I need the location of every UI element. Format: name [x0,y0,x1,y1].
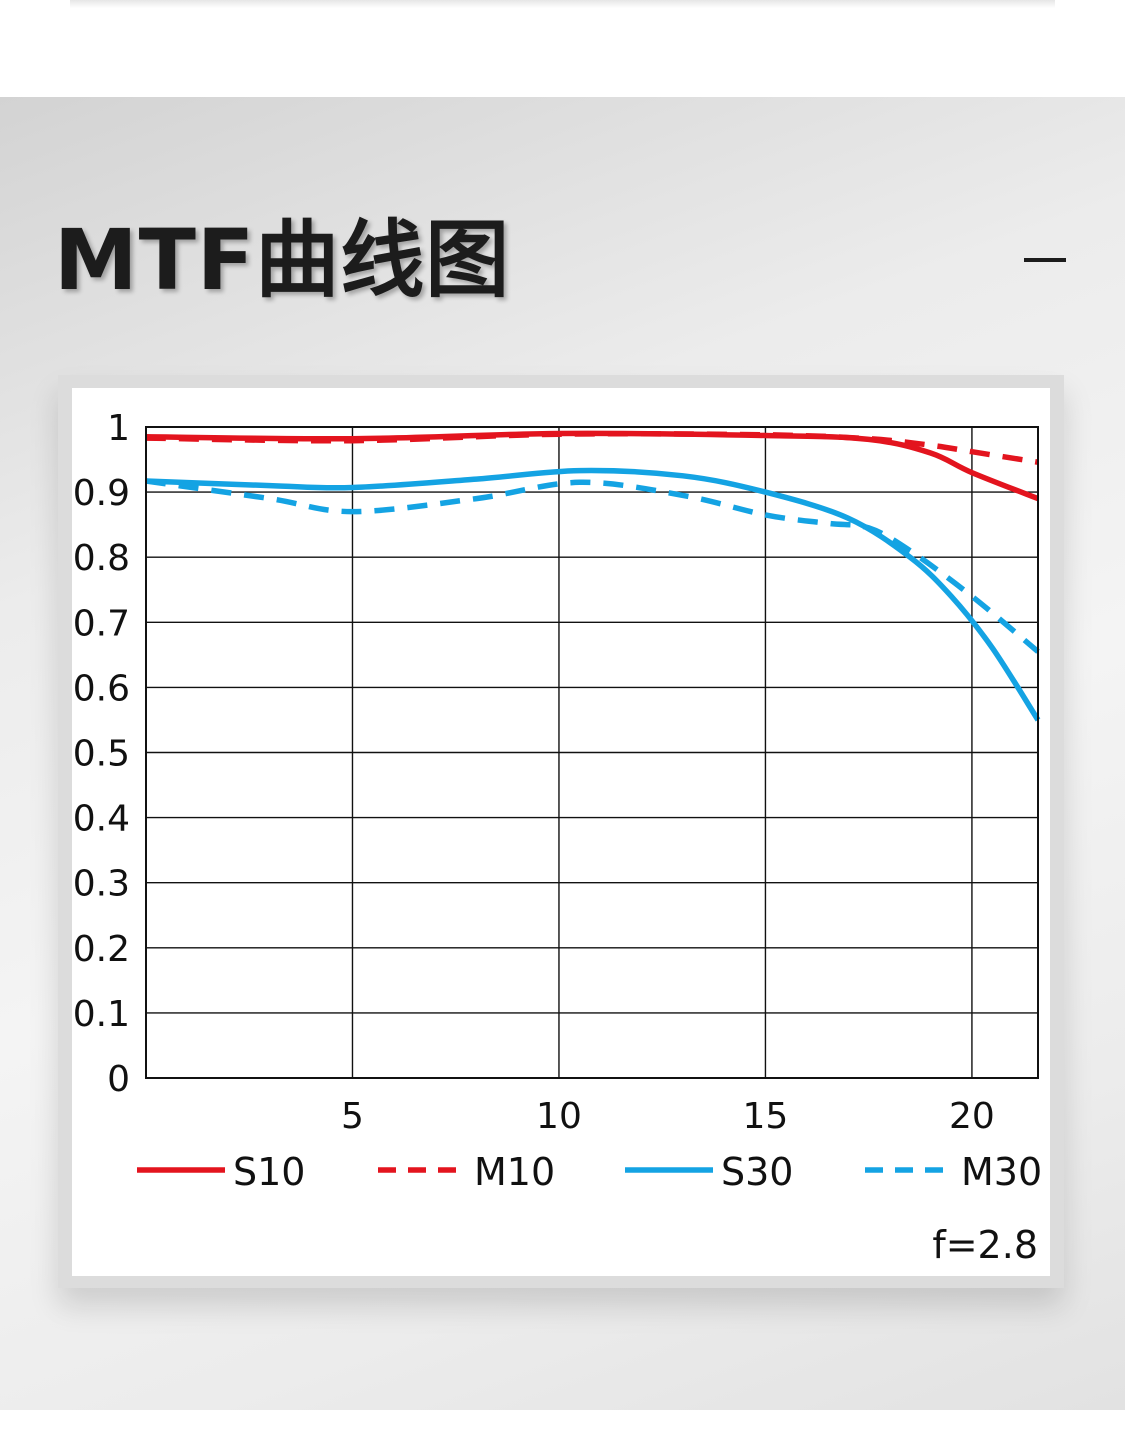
series-line-m30 [145,478,1040,654]
y-tick-label: 0.9 [73,473,130,514]
y-tick-labels: 0 0.1 0.2 0.3 0.4 0.5 0.6 0.7 0.8 0.9 1 [73,408,130,1100]
x-tick-label: 5 [341,1096,364,1137]
series-line-s30 [145,467,1041,722]
y-tick-label: 0 [107,1059,130,1100]
y-tick-label: 0.5 [73,734,130,775]
legend-label-s10: S10 [233,1150,305,1194]
x-tick-labels: 5 10 15 20 [341,1096,995,1137]
top-divider-shadow [70,0,1055,8]
legend-label-s30: S30 [721,1150,793,1194]
chart-grid [146,426,1038,1079]
y-tick-label: 0.1 [73,994,130,1035]
aperture-annotation: f=2.8 [932,1223,1038,1267]
plot-frame [145,426,1039,1079]
x-tick-label: 20 [949,1096,995,1137]
chart-legend: S10 M10 S30 M30 [137,1150,1042,1194]
y-tick-label: 1 [107,408,130,449]
y-tick-label: 0.6 [73,668,130,709]
y-tick-label: 0.2 [73,929,130,970]
chart-series [145,430,1041,722]
chart-card [72,388,1050,1276]
series-line-s10 [145,430,1040,502]
section-title: MTF曲线图 [54,211,511,309]
y-tick-label: 0.8 [73,538,130,579]
y-tick-label: 0.3 [73,864,130,905]
x-tick-label: 15 [743,1096,789,1137]
y-tick-label: 0.4 [73,799,130,840]
x-tick-label: 10 [536,1096,582,1137]
legend-label-m10: M10 [474,1150,555,1194]
y-tick-label: 0.7 [73,603,130,644]
title-dash-mark [1024,258,1066,262]
legend-label-m30: M30 [961,1150,1042,1194]
